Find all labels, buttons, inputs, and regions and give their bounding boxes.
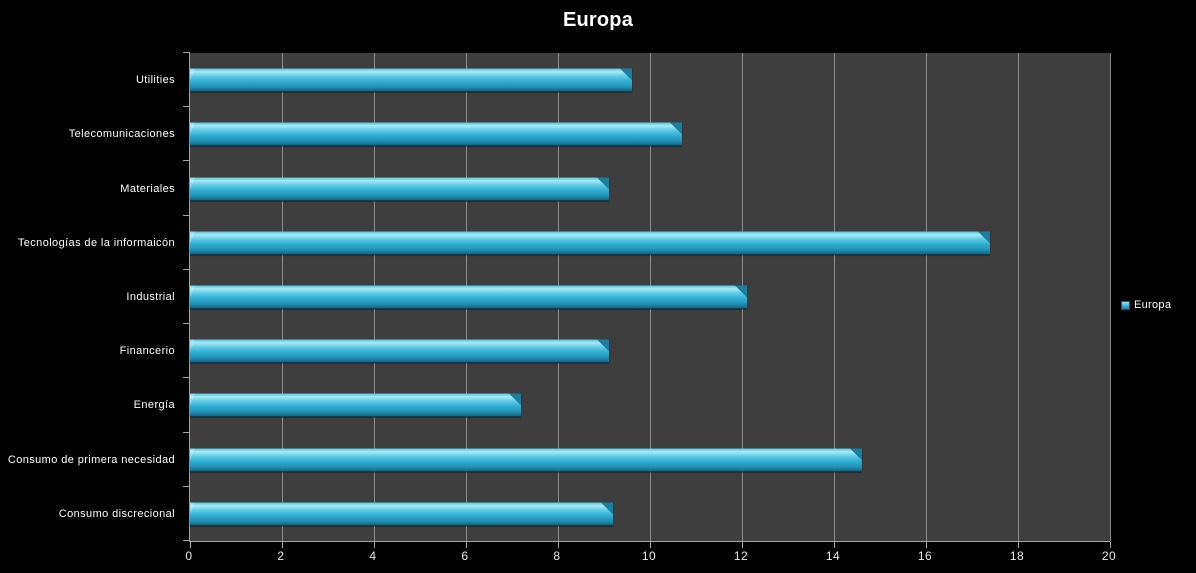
x-axis-tick — [742, 542, 743, 548]
x-axis-tick — [374, 542, 375, 548]
bar-row — [190, 378, 1110, 432]
bar-row — [190, 270, 1110, 324]
x-axis-tick — [282, 542, 283, 548]
y-axis-tick — [183, 431, 190, 433]
bar — [190, 285, 747, 309]
y-axis-tick — [183, 106, 190, 108]
x-axis-tick — [1018, 542, 1019, 548]
gridline — [1018, 53, 1019, 541]
bar — [190, 502, 614, 526]
y-axis-tick — [183, 214, 190, 216]
y-axis-tick — [183, 268, 190, 270]
x-axis-tick-label: 18 — [1009, 549, 1025, 563]
x-axis-tick-label: 12 — [733, 549, 749, 563]
y-axis-tick — [183, 323, 190, 325]
bar-row — [190, 433, 1110, 487]
bar — [190, 231, 991, 255]
y-axis-tick — [183, 160, 190, 162]
bar — [190, 393, 522, 417]
plot-area — [183, 52, 1111, 548]
x-axis-tick-label: 4 — [369, 549, 377, 563]
bar-row — [190, 324, 1110, 378]
x-axis-tick — [558, 542, 559, 548]
x-axis-tick — [190, 542, 191, 548]
category-label: Materiales — [120, 182, 175, 195]
bar-row — [190, 107, 1110, 161]
category-label: Telecomunicaciones — [68, 128, 175, 141]
chart-title: Europa — [562, 9, 634, 31]
y-axis-tick — [183, 52, 190, 53]
category-label: Utilities — [135, 74, 175, 87]
gridline — [926, 53, 927, 541]
x-axis-tick-label: 14 — [825, 549, 841, 563]
y-axis-tick — [183, 485, 190, 487]
category-label: Consumo discrecional — [58, 507, 175, 520]
bar — [190, 339, 609, 363]
x-axis-labels: 0 2 4 6 8 10 12 14 16 18 20 — [185, 549, 1115, 565]
bar — [190, 177, 609, 201]
legend-marker-icon — [1121, 300, 1130, 310]
x-axis-tick-label: 6 — [461, 549, 469, 563]
bar-row — [190, 487, 1110, 541]
x-axis-tick — [1110, 542, 1111, 548]
bar — [190, 68, 632, 92]
x-axis-tick — [926, 542, 927, 548]
x-axis-tick — [466, 542, 467, 548]
category-label: Consumo de primera necesidad — [7, 453, 175, 466]
x-axis-tick-label: 2 — [277, 549, 285, 563]
bar-row — [190, 161, 1110, 215]
gridline — [834, 53, 835, 541]
gridline — [1110, 53, 1111, 541]
y-axis-tick — [183, 377, 190, 379]
x-axis-tick-label: 0 — [185, 549, 193, 563]
bar — [190, 122, 683, 146]
x-axis-tick — [650, 542, 651, 548]
bar — [190, 448, 862, 472]
x-axis-tick — [834, 542, 835, 548]
x-axis-tick-label: 16 — [917, 549, 933, 563]
category-label: Energía — [133, 399, 175, 412]
x-axis-tick-label: 10 — [641, 549, 657, 563]
x-axis-tick-label: 8 — [553, 549, 561, 563]
category-labels: Utilities Telecomunicaciones Materiales Tec… — [0, 53, 182, 541]
bar-row — [190, 53, 1110, 107]
category-label: Industrial — [126, 291, 175, 303]
y-axis-tick — [183, 540, 190, 541]
legend-label: Europa — [1134, 299, 1172, 311]
x-axis-tick-label: 20 — [1101, 549, 1117, 563]
bar-row — [190, 216, 1110, 270]
category-label: Financerio — [119, 345, 175, 358]
category-label: Tecnologías de la informaicón — [17, 236, 175, 249]
legend: Europa — [1121, 299, 1171, 311]
